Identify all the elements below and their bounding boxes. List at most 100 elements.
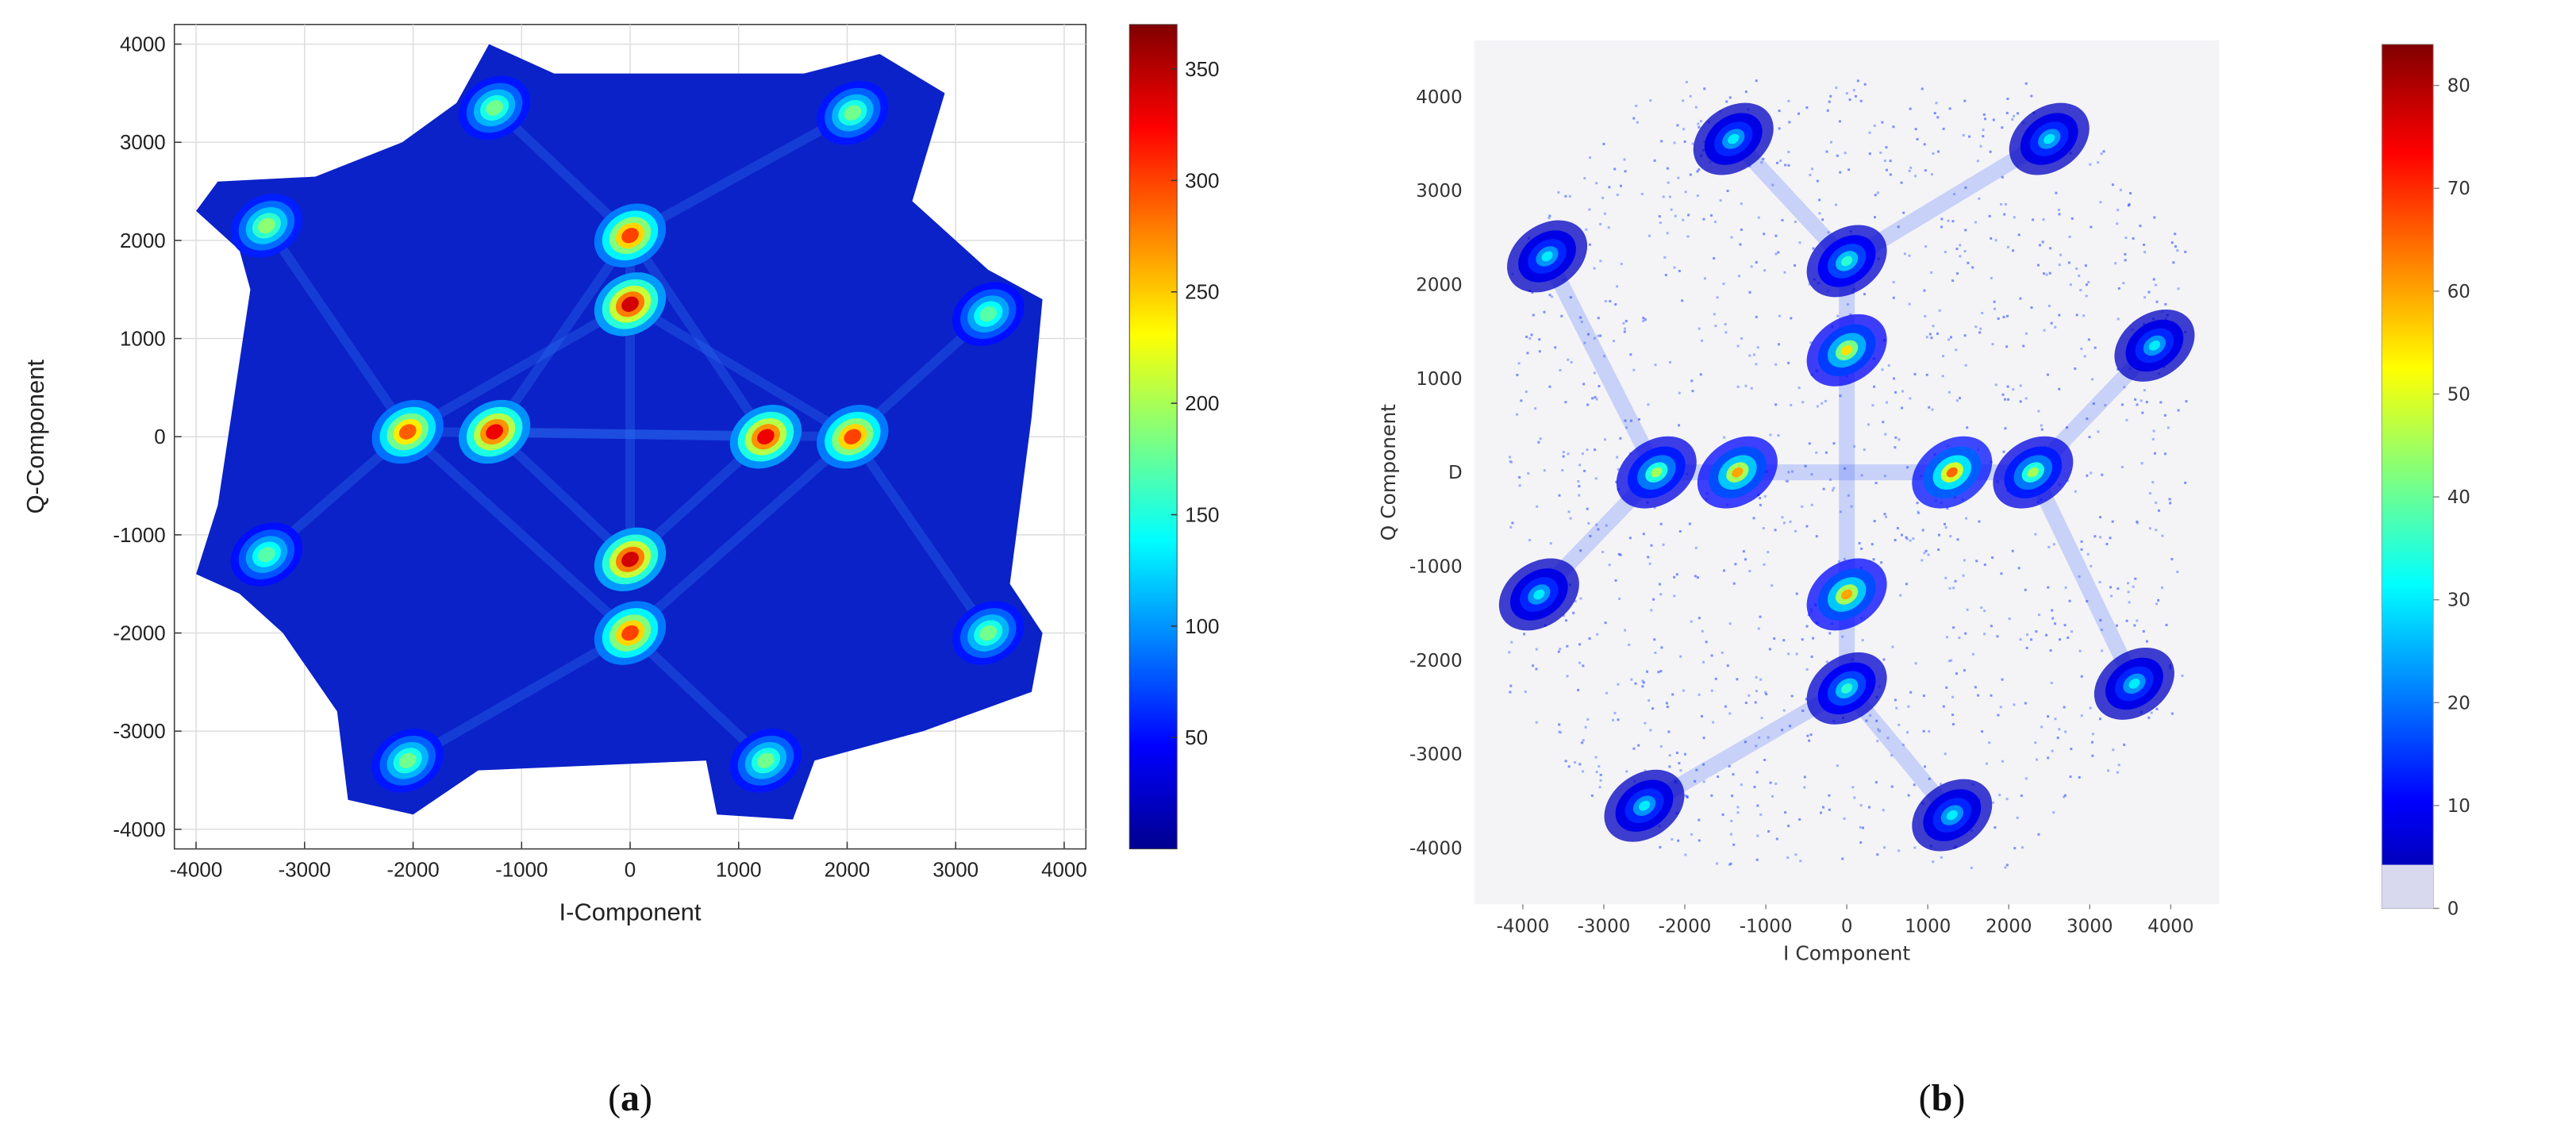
noise-dot-b-911: [2086, 417, 2089, 421]
noise-dot-b-862: [1728, 622, 1732, 625]
cluster-b-8: [1912, 436, 1993, 509]
noise-dot-b-1398: [1810, 503, 1813, 506]
noise-dot-b-318: [1928, 406, 1931, 409]
noise-dot-b-37: [1666, 232, 1669, 235]
noise-dot-b-484: [2013, 216, 2016, 219]
noise-dot-b-1091: [1604, 300, 1607, 303]
noise-dot-b-942: [2017, 112, 2020, 115]
noise-dot-b-992: [1790, 403, 1793, 406]
noise-dot-b-594: [1716, 296, 1719, 299]
noise-dot-b-782: [1566, 644, 1569, 648]
cluster-a-2: [230, 194, 303, 258]
noise-dot-b-88: [1659, 744, 1663, 748]
y-tick-label-b-0: 4000: [1416, 87, 1462, 108]
noise-dot-b-1260: [1805, 698, 1808, 701]
noise-dot-b-1241: [1564, 619, 1567, 622]
noise-dot-b-41: [1715, 862, 1718, 865]
noise-dot-b-369: [2145, 640, 2148, 643]
noise-dot-b-990: [1828, 794, 1831, 797]
noise-dot-b-1002: [2181, 674, 2184, 677]
noise-dot-b-1009: [2020, 794, 2023, 798]
noise-dot-b-1208: [1673, 141, 1676, 144]
noise-dot-b-844: [1739, 243, 1742, 246]
noise-dot-b-1331: [1774, 234, 1778, 237]
noise-dot-b-526: [2133, 624, 2136, 627]
noise-dot-b-132: [1690, 620, 1693, 623]
cluster-b-4-ring-4: [1841, 344, 1853, 356]
noise-dot-b-769: [1931, 173, 1934, 176]
noise-dot-b-1191: [1523, 633, 1526, 636]
noise-dot-b-801: [1798, 241, 1801, 244]
noise-dot-b-517: [1682, 689, 1686, 692]
noise-dot-b-45: [1894, 698, 1897, 702]
noise-dot-b-245: [1617, 552, 1621, 556]
noise-dot-b-749: [2069, 775, 2072, 779]
cluster-a-2-ring-4: [258, 217, 275, 233]
noise-dot-b-179: [1882, 846, 1886, 849]
noise-dot-b-1157: [1703, 277, 1706, 280]
noise-dot-b-1074: [1632, 117, 1636, 120]
cluster-b-13: [2093, 647, 2174, 720]
noise-dot-b-188: [2087, 281, 2090, 284]
noise-dot-b-991: [1551, 295, 1554, 298]
noise-dot-b-403: [1537, 441, 1540, 444]
noise-dot-b-1284: [2063, 794, 2067, 797]
noise-dot-b-1118: [1726, 664, 1729, 668]
noise-dot-b-534: [1763, 758, 1767, 761]
noise-dot-b-1120: [1574, 761, 1577, 764]
noise-dot-b-1254: [2002, 315, 2005, 318]
noise-dot-b-1163: [1710, 214, 1713, 217]
noise-dot-b-1012: [1736, 806, 1740, 809]
noise-dot-b-1152: [2006, 385, 2009, 388]
noise-dot-b-605: [1994, 383, 1997, 387]
noise-dot-b-462: [1632, 747, 1636, 750]
noise-dot-b-1071: [1623, 330, 1626, 333]
noise-dot-b-423: [2124, 259, 2127, 262]
noise-dot-b-349: [2120, 465, 2124, 468]
y-axis-label-b: Q Component: [1377, 404, 1400, 541]
noise-dot-b-183: [1607, 226, 1610, 229]
noise-dot-b-209: [1982, 113, 1986, 116]
noise-dot-b-1293: [1781, 729, 1784, 732]
noise-dot-b-923: [1742, 550, 1745, 553]
noise-dot-b-353: [1803, 775, 1806, 779]
noise-dot-b-1211: [1559, 731, 1563, 734]
noise-dot-b-1329: [1578, 464, 1582, 467]
noise-dot-b-444: [1674, 214, 1677, 217]
noise-dot-b-16: [1907, 794, 1910, 797]
cluster-b-9-ring-4: [2027, 467, 2039, 478]
cluster-b-1: [2009, 102, 2090, 175]
noise-dot-b-706: [2092, 402, 2095, 406]
noise-dot-b-587: [1695, 768, 1698, 771]
noise-dot-b-271: [1896, 527, 1899, 529]
noise-dot-b-217: [1901, 390, 1904, 393]
noise-dot-b-661: [1945, 636, 1948, 639]
noise-dot-b-568: [2047, 756, 2050, 760]
noise-dot-b-1109: [2161, 534, 2164, 537]
noise-dot-b-1100: [2152, 429, 2155, 433]
noise-dot-b-1350: [1642, 319, 1645, 322]
noise-dot-b-776: [1777, 251, 1780, 254]
noise-dot-b-529: [1759, 615, 1762, 618]
noise-dot-b-429: [1653, 159, 1656, 162]
noise-dot-b-1326: [1815, 535, 1818, 538]
cbar-tick-label-a-0: 350: [1185, 57, 1219, 81]
noise-dot-b-546: [2114, 262, 2117, 265]
noise-dot-b-459: [1937, 548, 1940, 552]
noise-dot-b-744: [1560, 314, 1563, 317]
noise-dot-b-662: [1650, 544, 1653, 547]
noise-dot-b-485: [1671, 693, 1674, 696]
noise-dot-b-28: [2123, 386, 2126, 389]
noise-dot-b-377: [1916, 502, 1919, 505]
noise-dot-b-953: [2084, 264, 2087, 267]
cluster-a-15-ring-4: [757, 752, 775, 768]
noise-dot-b-1229: [1539, 437, 1542, 441]
noise-dot-b-343: [1895, 706, 1898, 710]
noise-dot-b-694: [1873, 216, 1876, 219]
noise-dot-b-1084: [1619, 437, 1622, 440]
noise-dot-b-453: [1983, 610, 1986, 613]
noise-dot-b-1165: [1598, 764, 1601, 768]
noise-dot-b-181: [1629, 419, 1632, 422]
noise-dot-b-755: [1928, 777, 1931, 780]
noise-dot-b-1307: [2112, 748, 2115, 752]
